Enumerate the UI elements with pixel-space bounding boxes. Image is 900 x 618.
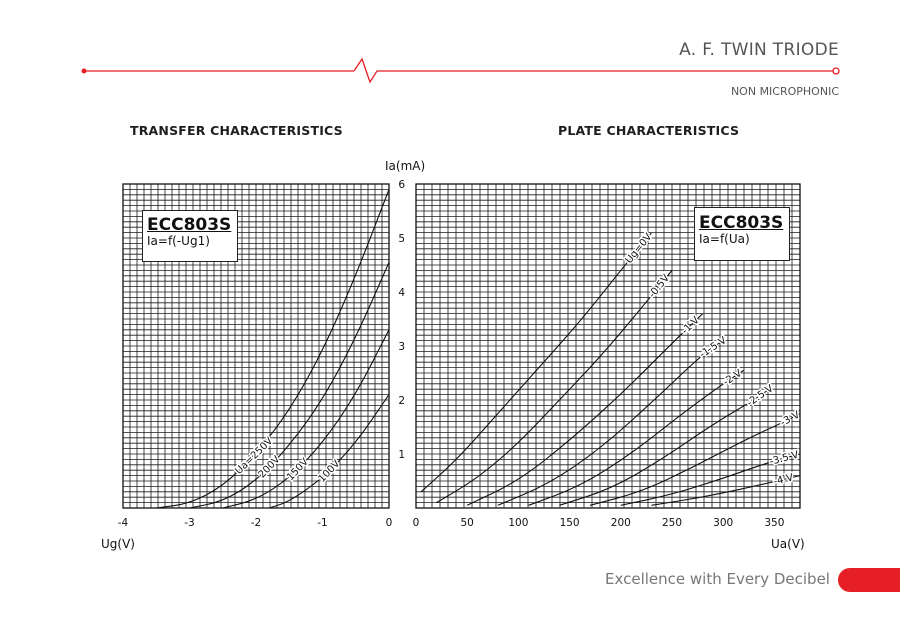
- series-line: [189, 262, 390, 509]
- page-subtitle: NON MICROPHONIC: [730, 85, 839, 98]
- x-tick-label: -1: [317, 517, 327, 529]
- x-tick-label: 200: [611, 517, 631, 529]
- series-line: [466, 313, 704, 506]
- plate-ticks: 0 50 100 150 200 250 300 350 1 2 3 4 5 6: [398, 179, 784, 529]
- series-line: [436, 270, 673, 504]
- plate-legend-box: ECC803S Ia=f(Ua): [694, 207, 790, 261]
- transfer-legend-name: ECC803S: [147, 215, 232, 235]
- series-line: [559, 388, 770, 506]
- page-title: A. F. TWIN TRIODE: [679, 40, 839, 60]
- transfer-ticks: -4 -3 -2 -1 0: [118, 517, 393, 529]
- plot-frame: [122, 183, 390, 509]
- y-tick-label: 4: [398, 287, 405, 299]
- y-axis-label: Ia(mA): [385, 159, 425, 173]
- transfer-legend-box: ECC803S Ia=f(-Ug1): [142, 210, 238, 262]
- y-tick-label: 1: [398, 449, 405, 461]
- series-line: [651, 475, 801, 506]
- plot-frame: [415, 183, 801, 509]
- series-line: [528, 369, 744, 506]
- y-tick-label: 6: [398, 179, 405, 191]
- series-line: [589, 413, 801, 506]
- footer-tagline: Excellence with Every Decibel: [605, 570, 830, 588]
- x-tick-label: 50: [461, 517, 474, 529]
- plate-x-axis-label: Ua(V): [771, 537, 805, 551]
- plate-grid: [415, 183, 801, 509]
- series-line: [497, 340, 724, 506]
- plate-legend-equation: Ia=f(Ua): [699, 232, 750, 246]
- plate-curves: Ug=0V-0.5V-1 V-1.5 V-2 V-2.5 V-3 V-3.5 V…: [420, 230, 803, 506]
- x-tick-label: 100: [508, 517, 528, 529]
- x-tick-label: -4: [118, 517, 129, 529]
- x-tick-label: 150: [560, 517, 580, 529]
- y-tick-label: 2: [398, 395, 405, 407]
- x-tick-label: 350: [764, 517, 784, 529]
- y-tick-label: 5: [398, 233, 405, 245]
- plate-section-title: PLATE CHARACTERISTICS: [558, 123, 740, 138]
- x-tick-label: -2: [251, 517, 261, 529]
- header-rule-dot-left-icon: [81, 68, 87, 74]
- header-rule-dot-right-icon: [832, 67, 840, 75]
- footer-accent-pill: [838, 568, 900, 592]
- series-line: [222, 329, 390, 509]
- series-line: [620, 453, 801, 506]
- transfer-legend-equation: Ia=f(-Ug1): [147, 234, 210, 248]
- plate-legend-name: ECC803S: [699, 213, 784, 233]
- transfer-x-axis-label: Ug(V): [101, 537, 135, 551]
- series-label: -2 V: [721, 368, 744, 388]
- series-line: [269, 394, 390, 509]
- series-line: [420, 232, 652, 493]
- x-tick-label: 0: [386, 517, 393, 529]
- series-label: -3 V: [779, 410, 802, 429]
- x-tick-label: 250: [662, 517, 682, 529]
- transfer-section-title: TRANSFER CHARACTERISTICS: [130, 123, 343, 138]
- x-tick-label: 0: [413, 517, 420, 529]
- x-tick-label: 300: [713, 517, 733, 529]
- y-tick-label: 3: [398, 341, 405, 353]
- x-tick-label: -3: [184, 517, 194, 529]
- series-line: [156, 189, 390, 509]
